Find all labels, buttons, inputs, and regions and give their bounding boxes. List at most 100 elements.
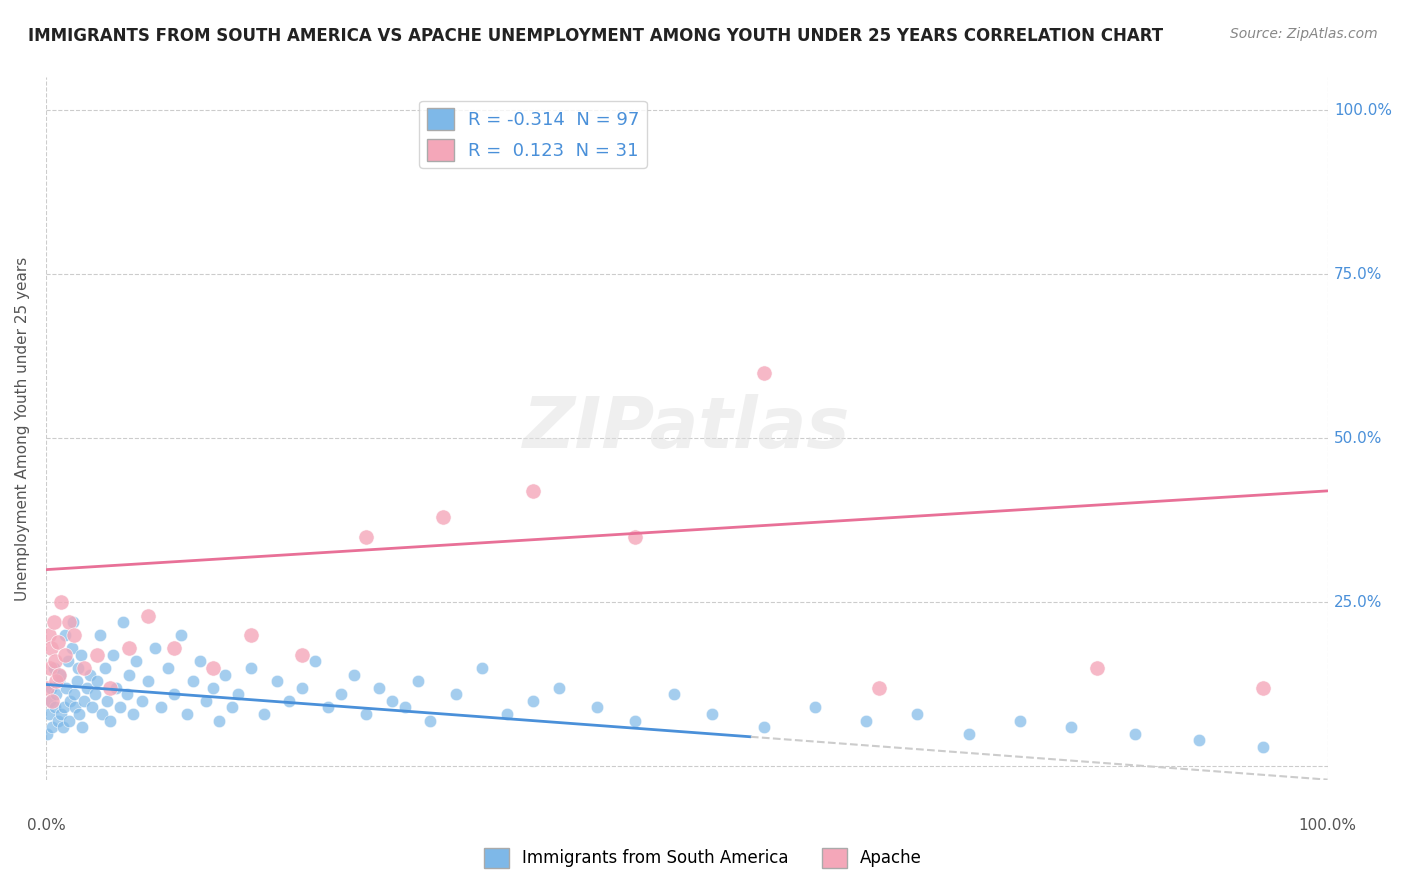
Point — [38, 661, 60, 675]
Point — [98, 681, 121, 695]
Text: ZIPatlas: ZIPatlas — [523, 394, 851, 463]
Point — [381, 694, 404, 708]
Point — [195, 694, 218, 708]
Point — [42, 615, 65, 629]
Point — [41, 694, 63, 708]
Point — [752, 366, 775, 380]
Point — [188, 655, 211, 669]
Point — [66, 674, 89, 689]
Point — [804, 700, 827, 714]
Point — [752, 720, 775, 734]
Point — [163, 641, 186, 656]
Text: 50.0%: 50.0% — [1334, 431, 1382, 446]
Point — [45, 687, 67, 701]
Point — [1008, 714, 1031, 728]
Point — [125, 655, 148, 669]
Point — [110, 700, 132, 714]
Point — [73, 694, 96, 708]
Point — [150, 700, 173, 714]
Point — [201, 661, 224, 675]
Point — [70, 720, 93, 734]
Point — [419, 714, 441, 728]
Point — [176, 706, 198, 721]
Point — [37, 727, 59, 741]
Point — [51, 706, 73, 721]
Point — [1188, 733, 1211, 747]
Point — [329, 687, 352, 701]
Point — [45, 674, 67, 689]
Point — [163, 687, 186, 701]
Point — [662, 687, 685, 701]
Point — [868, 681, 890, 695]
Point — [46, 714, 69, 728]
Point — [38, 694, 60, 708]
Point — [240, 628, 263, 642]
Text: 100.0%: 100.0% — [1299, 818, 1357, 833]
Point — [53, 628, 76, 642]
Point — [39, 641, 62, 656]
Point — [58, 615, 80, 629]
Point — [122, 706, 145, 721]
Point — [522, 694, 544, 708]
Point — [55, 681, 77, 695]
Point — [73, 661, 96, 675]
Point — [624, 530, 647, 544]
Point — [143, 641, 166, 656]
Point — [94, 661, 117, 675]
Point — [101, 648, 124, 662]
Point — [291, 648, 314, 662]
Point — [49, 667, 72, 681]
Point — [356, 706, 378, 721]
Point — [138, 674, 160, 689]
Point — [82, 700, 104, 714]
Point — [42, 661, 65, 675]
Point — [83, 687, 105, 701]
Point — [118, 667, 141, 681]
Point — [38, 628, 60, 642]
Point — [156, 661, 179, 675]
Point — [51, 595, 73, 609]
Point — [169, 628, 191, 642]
Point — [547, 681, 569, 695]
Point — [1123, 727, 1146, 741]
Y-axis label: Unemployment Among Youth under 25 years: Unemployment Among Youth under 25 years — [15, 256, 30, 600]
Point — [46, 635, 69, 649]
Point — [48, 674, 70, 689]
Point — [221, 700, 243, 714]
Point — [496, 706, 519, 721]
Point — [91, 706, 114, 721]
Point — [957, 727, 980, 741]
Point — [278, 694, 301, 708]
Point — [86, 648, 108, 662]
Point — [39, 681, 62, 695]
Point — [201, 681, 224, 695]
Point — [208, 714, 231, 728]
Point — [138, 608, 160, 623]
Point — [98, 714, 121, 728]
Point — [62, 615, 84, 629]
Point — [253, 706, 276, 721]
Text: 75.0%: 75.0% — [1334, 267, 1382, 282]
Point — [214, 667, 236, 681]
Point — [115, 687, 138, 701]
Point — [855, 714, 877, 728]
Point — [41, 720, 63, 734]
Point — [471, 661, 494, 675]
Legend: Immigrants from South America, Apache: Immigrants from South America, Apache — [477, 841, 929, 875]
Point — [59, 694, 82, 708]
Point — [111, 615, 134, 629]
Point — [1085, 661, 1108, 675]
Point — [907, 706, 929, 721]
Point — [86, 674, 108, 689]
Point — [240, 661, 263, 675]
Point — [432, 510, 454, 524]
Point — [316, 700, 339, 714]
Point — [67, 706, 90, 721]
Text: 100.0%: 100.0% — [1334, 103, 1392, 118]
Point — [118, 641, 141, 656]
Point — [342, 667, 364, 681]
Point — [37, 681, 59, 695]
Point — [522, 483, 544, 498]
Point — [66, 661, 89, 675]
Point — [291, 681, 314, 695]
